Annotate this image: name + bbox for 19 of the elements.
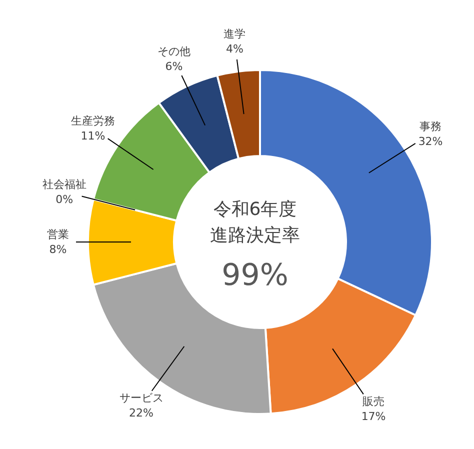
data-label: 4% — [226, 42, 244, 56]
slice-label: 営業 — [47, 228, 69, 241]
text: 令和6年度 — [213, 199, 297, 220]
slice-label: 販売 — [362, 395, 385, 408]
data-label: 17% — [361, 410, 386, 424]
slice-label: 生産労務 — [70, 114, 115, 128]
data-label: 22% — [129, 406, 154, 420]
text: 0% — [56, 192, 74, 206]
slice-label: 事務 — [420, 120, 442, 133]
slice-label: 進学 — [224, 28, 246, 41]
data-label: 11% — [80, 129, 106, 142]
category-label: 社会福祉 — [42, 178, 86, 191]
slice-label: その他 — [157, 45, 190, 58]
data-label: 8% — [49, 243, 67, 256]
text: 進路決定率 — [210, 225, 300, 246]
data-label: 32% — [418, 134, 443, 148]
data-label: 6% — [165, 60, 183, 74]
text: 99% — [222, 258, 288, 293]
slice-label: サービス — [119, 391, 164, 404]
